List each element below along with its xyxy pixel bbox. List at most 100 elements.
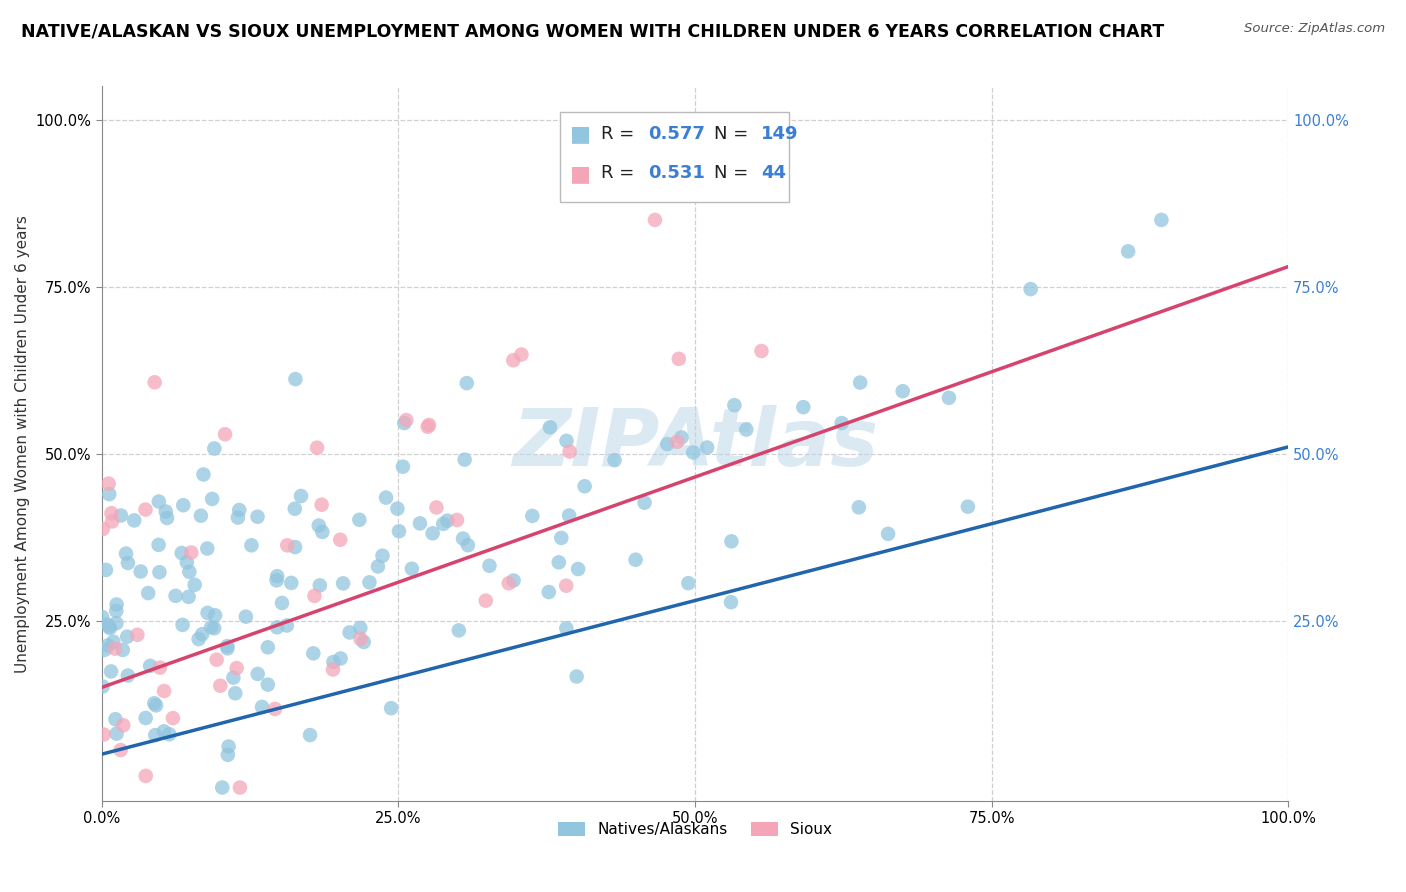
Point [122,513,145,527]
Point [555,434,578,448]
Point [172,618,194,632]
Point [322,663,344,677]
Point [135,711,157,725]
Point [112,718,135,732]
Point [371,549,394,563]
Point [217,639,239,653]
Point [235,609,257,624]
Point [555,621,578,635]
Point [115,630,138,644]
Point [165,589,187,603]
Point [103,634,125,648]
Point [938,391,960,405]
Point [394,416,416,430]
Point [308,518,330,533]
Point [359,575,381,590]
Point [456,376,478,391]
Point [565,669,588,683]
Point [105,616,128,631]
Point [117,556,139,570]
Point [537,585,560,599]
Point [720,595,742,609]
Point [211,780,233,795]
Point [148,494,170,508]
Point [422,526,444,541]
Point [250,700,273,714]
Point [256,677,278,691]
Point [633,496,655,510]
Point [217,747,239,762]
Point [409,516,432,531]
Point [550,531,572,545]
Point [162,711,184,725]
Point [153,684,176,698]
Point [502,353,524,368]
Point [94,563,117,577]
Point [271,596,294,610]
Point [176,555,198,569]
Point [101,515,124,529]
Point [666,434,689,449]
Point [264,702,287,716]
Point [457,538,479,552]
Point [136,586,159,600]
Point [105,598,128,612]
Point [751,344,773,359]
Point [143,696,166,710]
Point [299,728,322,742]
Point [204,608,226,623]
Text: R =: R = [600,164,640,182]
Point [111,643,134,657]
Point [502,574,524,588]
Point [195,541,218,556]
Point [105,726,128,740]
Text: Source: ZipAtlas.com: Source: ZipAtlas.com [1244,22,1385,36]
Point [304,589,326,603]
Point [498,576,520,591]
Point [193,467,215,482]
Point [240,538,263,552]
Text: 44: 44 [761,164,786,182]
Point [290,489,312,503]
Point [311,498,333,512]
Text: ■: ■ [569,164,591,184]
Point [657,437,679,451]
Point [668,351,690,366]
Point [98,487,121,501]
Point [280,575,302,590]
Point [720,534,742,549]
Point [375,491,398,505]
Point [91,680,114,694]
Point [190,508,212,523]
Point [284,540,307,554]
Point [682,445,704,459]
Point [143,376,166,390]
Point [246,667,269,681]
Point [284,501,307,516]
Point [1019,282,1042,296]
Point [180,545,202,559]
Point [510,347,533,361]
Point [209,679,232,693]
Point [155,504,177,518]
Point [276,618,298,632]
Point [416,419,439,434]
Point [98,621,121,635]
Point [558,444,581,458]
Point [97,476,120,491]
Point [200,620,222,634]
Point [339,625,361,640]
Point [877,526,900,541]
Point [143,728,166,742]
Point [266,620,288,634]
Point [603,453,626,467]
Point [671,430,693,444]
Point [311,524,333,539]
Point [425,500,447,515]
Point [100,506,122,520]
Point [349,632,371,646]
Point [792,400,814,414]
Text: N =: N = [714,164,755,182]
Point [98,619,121,633]
Point [567,562,589,576]
